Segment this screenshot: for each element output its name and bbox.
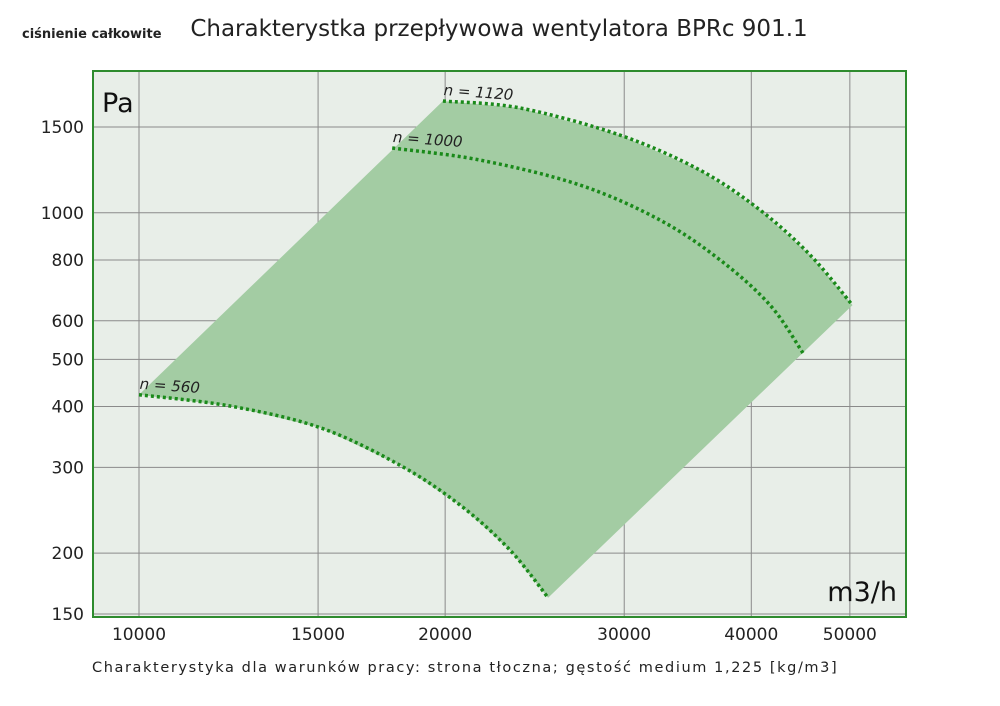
chart-title-text: Charakterystka przepływowa wentylatora B…	[190, 16, 808, 42]
curve-label: n = 1120	[443, 81, 514, 104]
y-tick-label: 150	[52, 605, 84, 625]
x-tick-label: 10000	[112, 625, 166, 645]
chart-title: Charakterystka przepływowa wentylatora B…	[0, 16, 1000, 42]
curve-1000	[391, 146, 805, 355]
x-tick-label: 40000	[724, 625, 778, 645]
y-tick-label: 400	[52, 398, 84, 418]
y-tick-label: 600	[52, 312, 84, 332]
plot-border	[92, 70, 907, 618]
x-tick-label: 30000	[597, 625, 651, 645]
x-unit-label: m3/h	[827, 577, 897, 608]
y-unit-label: Pa	[102, 88, 134, 119]
x-tick-label: 20000	[418, 625, 472, 645]
y-tick-label: 200	[52, 544, 84, 564]
y-tick-label: 800	[52, 251, 84, 271]
operating-region	[139, 101, 853, 598]
y-tick-label: 500	[52, 350, 84, 370]
y-tick-label: 1500	[41, 118, 84, 138]
curve-560	[138, 392, 550, 599]
x-tick-label: 15000	[291, 625, 345, 645]
y-axis-label: ciśnienie całkowite	[22, 27, 162, 42]
curve-label: n = 1000	[392, 128, 463, 151]
curve-1120	[442, 99, 854, 307]
x-tick-label: 50000	[823, 625, 877, 645]
curve-label: n = 560	[139, 375, 200, 397]
y-tick-label: 300	[52, 458, 84, 478]
y-tick-label: 1000	[41, 204, 84, 224]
footnote: Charakterystyka dla warunków pracy: stro…	[92, 660, 839, 676]
